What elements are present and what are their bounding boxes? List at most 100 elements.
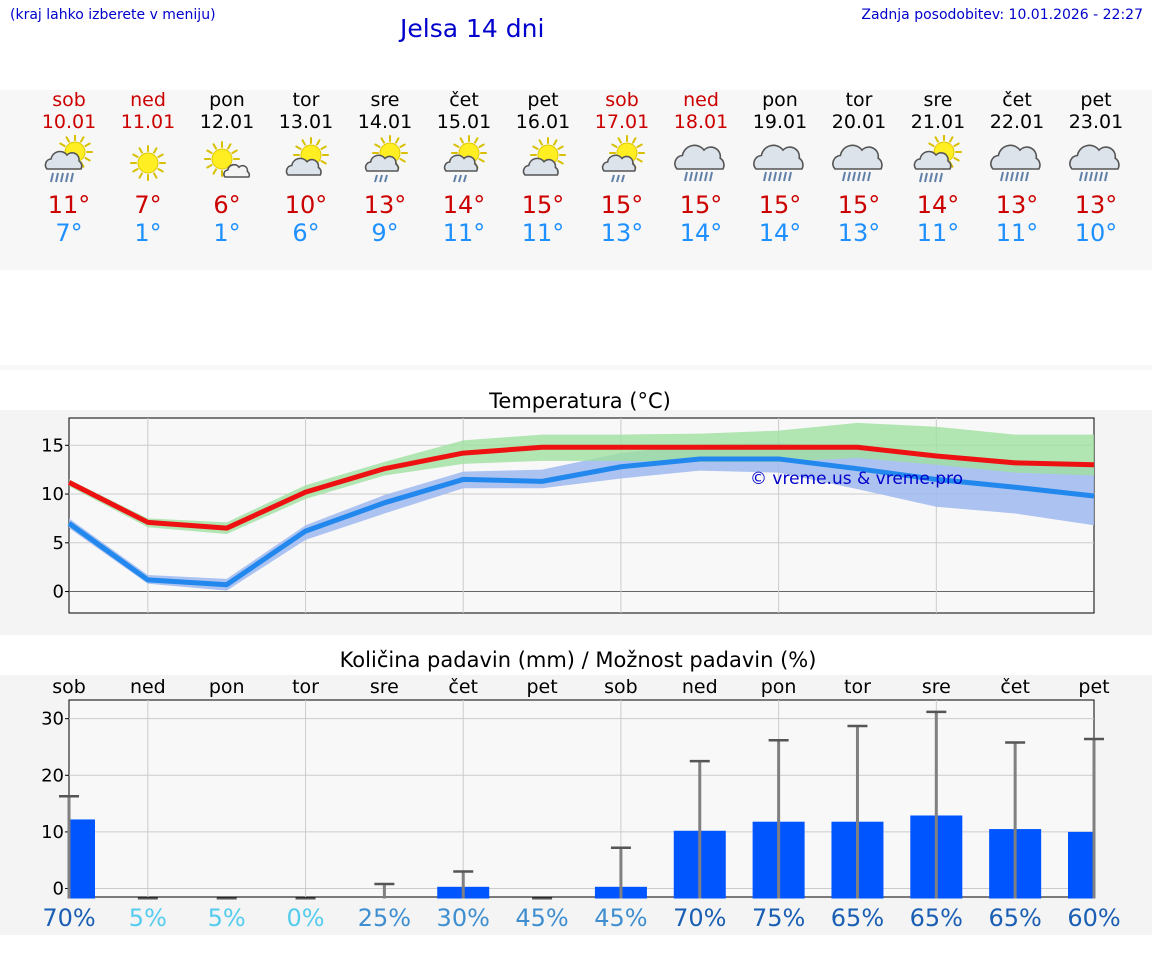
precipitation-probability: 45%	[515, 904, 568, 932]
precipitation-tick-label: 30	[41, 709, 64, 730]
precipitation-day-label: pet	[1078, 676, 1109, 698]
day-name: pet	[527, 89, 559, 111]
temp-min: 7°	[55, 219, 83, 247]
precipitation-bar	[1068, 831, 1094, 899]
temp-max: 13°	[363, 191, 407, 219]
cloud-rain-icon	[753, 144, 804, 182]
precipitation-bar	[69, 819, 95, 899]
precipitation-day-label: sre	[922, 676, 951, 698]
cloud-rain-icon	[674, 144, 725, 182]
precipitation-tick-label: 0	[53, 879, 64, 900]
temp-min: 14°	[758, 219, 802, 247]
temp-max-range-band	[69, 422, 1094, 535]
precipitation-day-label: čet	[1000, 676, 1030, 698]
precipitation-probability: 0%	[286, 904, 324, 932]
sun-cloud-icon	[522, 137, 566, 176]
precipitation-probability: 70%	[42, 904, 95, 932]
temperature-tick-label: 5	[53, 533, 64, 554]
precipitation-day-label: tor	[292, 676, 319, 698]
precipitation-day-label: pet	[526, 676, 557, 698]
temp-min: 10°	[1074, 219, 1118, 247]
day-name: pon	[209, 89, 245, 111]
daily-forecast-strip	[0, 90, 1152, 270]
day-column: sre 14.01 13° 9°	[345, 89, 425, 247]
temp-min: 9°	[371, 219, 399, 247]
precipitation-day-label: čet	[448, 676, 478, 698]
day-column: pet 16.01 15° 11°	[503, 89, 583, 247]
temp-min: 14°	[679, 219, 723, 247]
day-date: 22.01	[989, 111, 1045, 133]
sun-cloud-rain-icon	[913, 135, 962, 183]
day-date: 12.01	[199, 111, 255, 133]
watermark: © vreme.us & vreme.pro	[750, 469, 963, 489]
temp-max: 7°	[134, 191, 162, 219]
day-name: sob	[605, 89, 639, 111]
temp-max: 10°	[284, 191, 328, 219]
precipitation-probability: 30%	[437, 904, 490, 932]
day-column: sob 17.01 15° 13°	[582, 89, 662, 247]
day-date: 17.01	[594, 111, 650, 133]
day-name: pon	[762, 89, 798, 111]
precipitation-probability: 70%	[673, 904, 726, 932]
day-date: 18.01	[673, 111, 729, 133]
day-date: 23.01	[1068, 111, 1124, 133]
day-name: ned	[130, 89, 166, 111]
temp-max: 14°	[916, 191, 960, 219]
temp-min-range-band	[69, 443, 1094, 591]
precipitation-probability: 5%	[208, 904, 246, 932]
sun-cloud-icon	[285, 137, 329, 176]
precipitation-probability: 45%	[594, 904, 647, 932]
precipitation-probability: 65%	[910, 904, 963, 932]
day-date: 13.01	[278, 111, 334, 133]
cloud-rain-icon	[1069, 144, 1120, 182]
temp-max: 15°	[837, 191, 881, 219]
temp-min: 11°	[442, 219, 486, 247]
day-column: sob 10.01 11° 7°	[29, 89, 109, 247]
sun-cloud-drizzle-icon	[601, 135, 645, 183]
day-column: ned 18.01 15° 14°	[661, 89, 741, 247]
last-updated: Zadnja posodobitev: 10.01.2026 - 22:27	[861, 7, 1143, 23]
temp-max: 14°	[442, 191, 486, 219]
temp-max: 15°	[521, 191, 565, 219]
temp-max: 13°	[1074, 191, 1118, 219]
day-name: sre	[370, 89, 400, 111]
sun-icon	[130, 145, 166, 181]
temp-min: 11°	[995, 219, 1039, 247]
day-column: pon 12.01 6° 1°	[187, 89, 267, 247]
day-name: pet	[1080, 89, 1112, 111]
day-column: čet 22.01 13° 11°	[977, 89, 1057, 247]
temp-min: 6°	[292, 219, 320, 247]
temp-min: 1°	[134, 219, 162, 247]
day-column: sre 21.01 14° 11°	[898, 89, 978, 247]
sun-cloud-drizzle-icon	[364, 135, 408, 183]
day-name: čet	[449, 89, 479, 111]
precipitation-probability: 60%	[1067, 904, 1120, 932]
day-name: ned	[683, 89, 719, 111]
precipitation-probability: 75%	[752, 904, 805, 932]
day-name: čet	[1002, 89, 1032, 111]
day-name: tor	[845, 89, 873, 111]
precipitation-probability: 65%	[988, 904, 1041, 932]
day-name: tor	[292, 89, 320, 111]
day-column: ned 11.01 7° 1°	[108, 89, 188, 247]
sun-cloud-drizzle-icon	[443, 135, 487, 183]
precipitation-probability: 5%	[129, 904, 167, 932]
precipitation-day-label: pon	[761, 676, 797, 698]
day-column: pet 23.01 13° 10°	[1056, 89, 1136, 247]
temp-max: 15°	[758, 191, 802, 219]
temperature-tick-label: 0	[53, 582, 64, 603]
temp-min: 13°	[600, 219, 644, 247]
cloud-rain-icon	[832, 144, 883, 182]
day-date: 15.01	[436, 111, 492, 133]
day-date: 16.01	[515, 111, 571, 133]
temp-min-line	[67, 456, 1095, 588]
precipitation-day-label: pon	[209, 676, 245, 698]
location-menu-hint[interactable]: (kraj lahko izberete v meniju)	[10, 7, 216, 23]
day-column: čet 15.01 14° 11°	[424, 89, 504, 247]
temp-max: 13°	[995, 191, 1039, 219]
temp-max: 11°	[47, 191, 91, 219]
temp-min: 11°	[521, 219, 565, 247]
temp-max: 15°	[600, 191, 644, 219]
temperature-tick-label: 10	[41, 484, 64, 505]
